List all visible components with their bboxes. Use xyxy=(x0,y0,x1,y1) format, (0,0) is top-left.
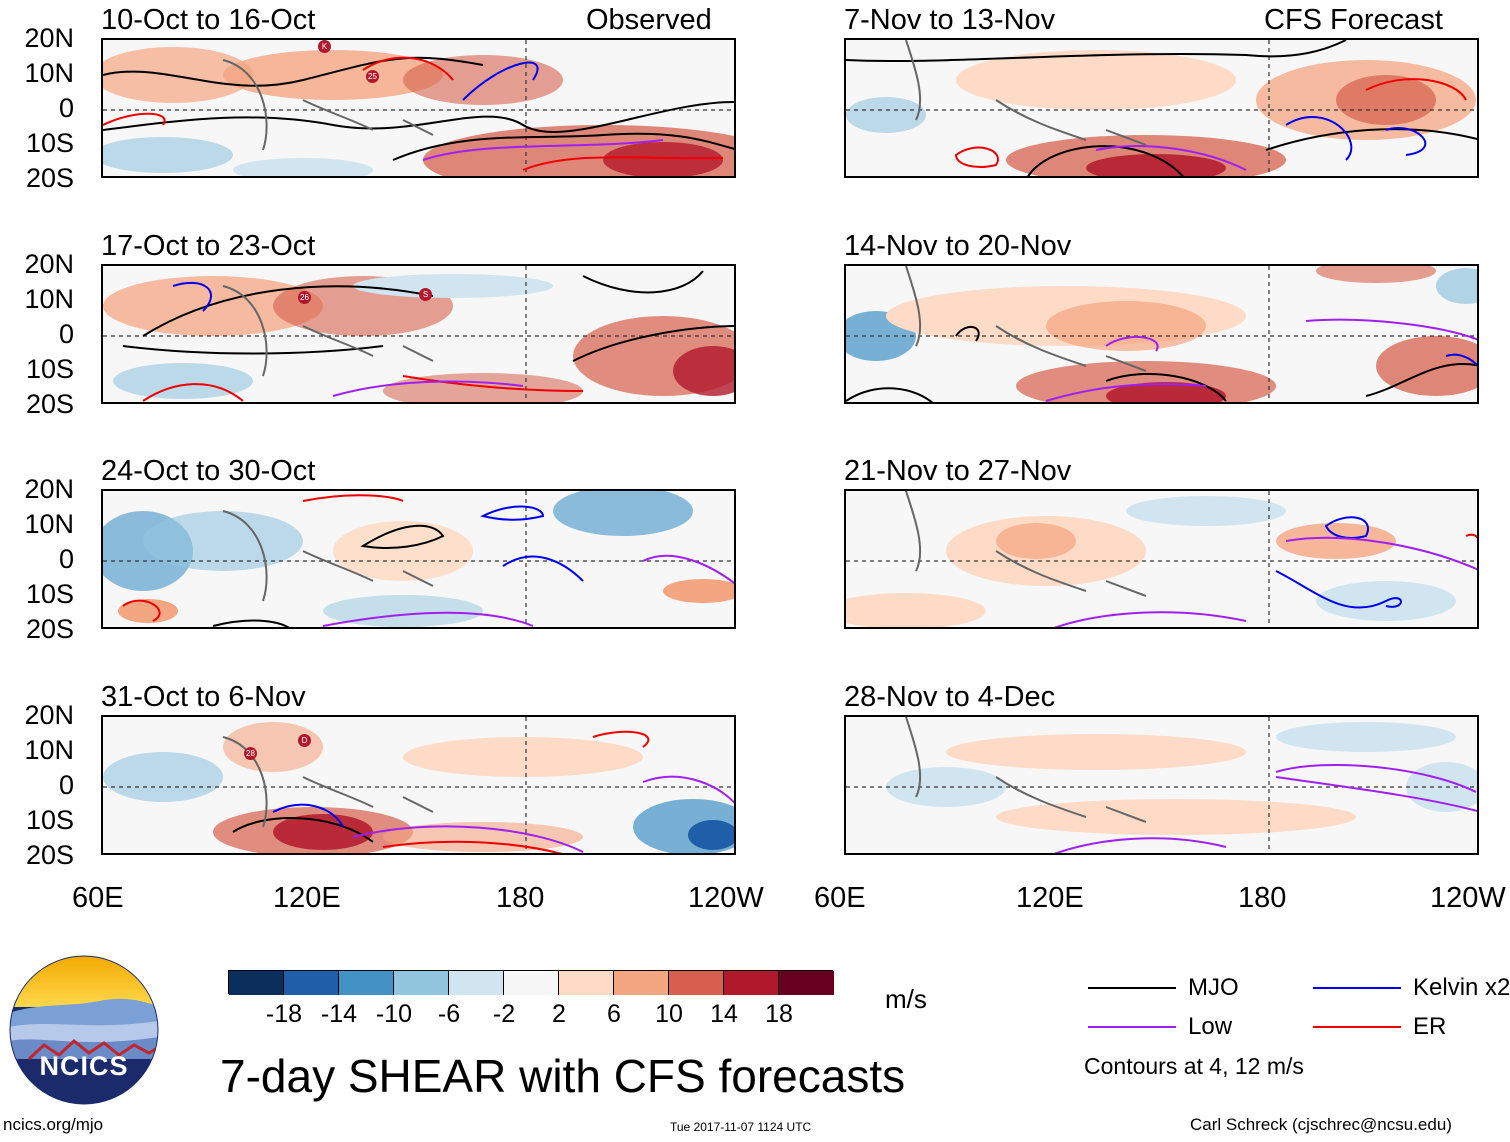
colorbar-cell xyxy=(779,971,834,995)
panel-observed-4 xyxy=(101,715,736,855)
colorbar-cell xyxy=(339,971,394,995)
storm-marker: 28 xyxy=(244,747,257,760)
panel-forecast-4 xyxy=(844,715,1479,855)
storm-marker: D xyxy=(298,734,311,747)
shear-map xyxy=(103,491,734,627)
forecast-label: CFS Forecast xyxy=(1264,4,1443,36)
y-tick-label: 20N xyxy=(24,474,74,504)
panel-title-fc-1: 7-Nov to 13-Nov xyxy=(844,4,1056,36)
legend-line-low xyxy=(1088,1026,1176,1028)
panel-title-obs-3: 24-Oct to 30-Oct xyxy=(101,455,316,487)
legend-label-er: ER xyxy=(1413,1013,1447,1040)
x-tick-label: 120W xyxy=(688,882,764,914)
colorbar-tick: 2 xyxy=(552,1000,566,1028)
colorbar-tick: -10 xyxy=(375,1000,413,1028)
panel-forecast-2 xyxy=(844,264,1479,404)
colorbar-tick: -18 xyxy=(265,1000,303,1028)
colorbar-tick: 14 xyxy=(710,1000,738,1028)
y-tick-label: 20S xyxy=(25,840,74,870)
legend-label-kelvin: Kelvin x2 xyxy=(1413,974,1510,1001)
y-tick-label: 10S xyxy=(25,128,74,158)
legend-line-kelvin xyxy=(1313,987,1401,989)
logo-text: NCICS xyxy=(39,1051,129,1081)
y-tick-label: 20N xyxy=(24,249,74,279)
panel-forecast-1 xyxy=(844,38,1479,178)
storm-marker: 26 xyxy=(298,291,311,304)
x-tick-label: 60E xyxy=(72,882,124,914)
shear-map xyxy=(846,266,1477,402)
panel-title-fc-4: 28-Nov to 4-Dec xyxy=(844,681,1056,713)
y-tick-label: 10N xyxy=(24,284,74,314)
colorbar xyxy=(228,970,834,995)
footer-credit: Carl Schreck (cjschrec@ncsu.edu) xyxy=(1190,1115,1452,1134)
legend-label-low: Low xyxy=(1188,1013,1233,1040)
legend-label-mjo: MJO xyxy=(1188,974,1239,1001)
colorbar-tick: -14 xyxy=(320,1000,358,1028)
storm-marker: K xyxy=(318,40,331,53)
panel-title-obs-2: 17-Oct to 23-Oct xyxy=(101,230,316,262)
footer-url[interactable]: ncics.org/mjo xyxy=(3,1115,104,1134)
panel-title-obs-4: 31-Oct to 6-Nov xyxy=(101,681,306,713)
colorbar-cell xyxy=(229,971,284,995)
storm-marker: S xyxy=(419,288,432,301)
contour-note: Contours at 4, 12 m/s xyxy=(1084,1053,1304,1079)
y-tick-label: 10S xyxy=(25,805,74,835)
panel-observed-3 xyxy=(101,489,736,629)
colorbar-cell xyxy=(724,971,779,995)
y-tick-label: 10S xyxy=(25,354,74,384)
x-tick-label: 180 xyxy=(1238,882,1287,914)
panel-forecast-3 xyxy=(844,489,1479,629)
colorbar-cell xyxy=(614,971,669,995)
panel-title-obs-1: 10-Oct to 16-Oct xyxy=(101,4,316,36)
y-tick-label: 20S xyxy=(25,614,74,644)
panel-observed-1 xyxy=(101,38,736,178)
y-tick-label: 10N xyxy=(24,58,74,88)
y-tick-label: 0 xyxy=(58,544,74,574)
x-tick-label: 120E xyxy=(1016,882,1084,914)
legend-line-er xyxy=(1313,1026,1401,1028)
units-label: m/s xyxy=(885,984,927,1014)
x-tick-label: 120E xyxy=(273,882,341,914)
y-tick-label: 20N xyxy=(24,700,74,730)
shear-map xyxy=(103,40,734,176)
colorbar-cell xyxy=(504,971,559,995)
x-tick-label: 120W xyxy=(1430,882,1506,914)
footer-timestamp: Tue 2017-11-07 1124 UTC xyxy=(670,1120,812,1134)
colorbar-cell xyxy=(559,971,614,995)
colorbar-cell xyxy=(669,971,724,995)
storm-marker: 25 xyxy=(366,70,379,83)
colorbar-tick: 10 xyxy=(655,1000,683,1028)
y-tick-label: 0 xyxy=(58,93,74,123)
shear-map xyxy=(846,717,1477,853)
colorbar-tick: 18 xyxy=(765,1000,793,1028)
y-tick-label: 10S xyxy=(25,579,74,609)
colorbar-cell xyxy=(394,971,449,995)
colorbar-cell xyxy=(449,971,504,995)
legend-line-mjo xyxy=(1088,987,1176,989)
colorbar-tick: 6 xyxy=(607,1000,621,1028)
x-tick-label: 60E xyxy=(814,882,866,914)
y-tick-label: 0 xyxy=(58,770,74,800)
y-tick-label: 0 xyxy=(58,319,74,349)
shear-map xyxy=(846,491,1477,627)
shear-map xyxy=(846,40,1477,176)
y-tick-label: 20N xyxy=(24,23,74,53)
chart-title: 7-day SHEAR with CFS forecasts xyxy=(220,1050,906,1102)
y-tick-label: 20S xyxy=(25,163,74,193)
panel-observed-2 xyxy=(101,264,736,404)
colorbar-tick: -2 xyxy=(492,1000,516,1028)
observed-label: Observed xyxy=(586,4,712,36)
shear-map xyxy=(103,717,734,853)
panel-title-fc-3: 21-Nov to 27-Nov xyxy=(844,455,1072,487)
x-tick-label: 180 xyxy=(496,882,545,914)
y-tick-label: 10N xyxy=(24,735,74,765)
ncics-logo xyxy=(9,955,159,1105)
y-tick-label: 20S xyxy=(25,389,74,419)
y-tick-label: 10N xyxy=(24,509,74,539)
panel-title-fc-2: 14-Nov to 20-Nov xyxy=(844,230,1072,262)
colorbar-tick: -6 xyxy=(437,1000,461,1028)
colorbar-cell xyxy=(284,971,339,995)
shear-map xyxy=(103,266,734,402)
